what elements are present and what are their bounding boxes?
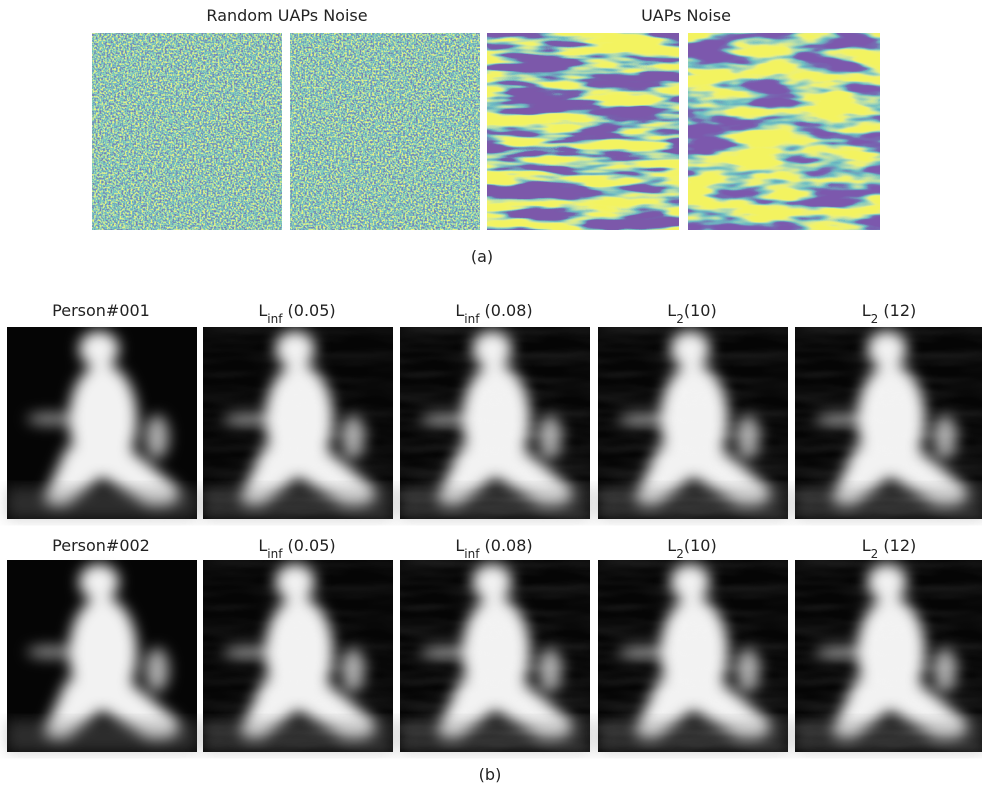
- label-subscript: 2: [676, 312, 684, 326]
- label-base: L: [862, 536, 871, 555]
- label-subscript: 2: [871, 547, 879, 561]
- image-label: Linf (0.05): [258, 301, 335, 326]
- silhouette: [7, 560, 197, 752]
- panel-title: UAPs Noise: [641, 6, 731, 25]
- label-base: L: [667, 536, 676, 555]
- caption: (b): [479, 765, 502, 784]
- label-base: L: [667, 301, 676, 320]
- label-subscript: inf: [464, 312, 480, 326]
- panel-title: Random UAPs Noise: [206, 6, 367, 25]
- image-label: Linf (0.08): [455, 301, 532, 326]
- perturbation: [598, 327, 788, 519]
- label-base: L: [455, 301, 464, 320]
- perturbation: [203, 560, 393, 752]
- perturbation: [203, 327, 393, 519]
- gait-image: [795, 327, 982, 519]
- perturbation: [795, 327, 982, 519]
- noise-image: [92, 33, 282, 230]
- label-rest: (0.08): [479, 536, 532, 555]
- caption: (a): [471, 247, 493, 266]
- image-label: L2(10): [667, 301, 716, 326]
- label-subscript: inf: [267, 547, 283, 561]
- image-label: Person#002: [52, 536, 150, 555]
- label-subscript: inf: [464, 547, 480, 561]
- perturbation: [400, 560, 590, 752]
- gait-image: [795, 560, 982, 752]
- gait-image: [400, 560, 590, 752]
- label-rest: (0.05): [282, 536, 335, 555]
- gait-image: [598, 327, 788, 519]
- label-subscript: 2: [676, 547, 684, 561]
- label-base: L: [258, 301, 267, 320]
- gait-image: [598, 560, 788, 752]
- gait-image: [7, 560, 197, 752]
- perturbation: [400, 327, 590, 519]
- label-rest: (0.08): [479, 301, 532, 320]
- image-label: Linf (0.08): [455, 536, 532, 561]
- label-rest: (0.05): [282, 301, 335, 320]
- silhouette: [7, 327, 197, 519]
- perturbation: [598, 560, 788, 752]
- label-text: Person#001: [52, 301, 150, 320]
- image-label: L2 (12): [862, 301, 917, 326]
- image-label: L2(10): [667, 536, 716, 561]
- image-label: Linf (0.05): [258, 536, 335, 561]
- gait-image: [203, 560, 393, 752]
- label-base: L: [455, 536, 464, 555]
- gait-image: [203, 327, 393, 519]
- label-subscript: 2: [871, 312, 879, 326]
- label-rest: (12): [878, 536, 916, 555]
- noise-image: [487, 33, 679, 230]
- gait-image: [7, 327, 197, 519]
- figure: Random UAPs Noise UAPs Noise (a) (b) Per…: [0, 0, 982, 792]
- label-rest: (10): [684, 301, 717, 320]
- image-label: Person#001: [52, 301, 150, 320]
- gait-image: [400, 327, 590, 519]
- perturbation: [795, 560, 982, 752]
- noise-image: [290, 33, 480, 230]
- label-text: Person#002: [52, 536, 150, 555]
- label-base: L: [258, 536, 267, 555]
- image-label: L2 (12): [862, 536, 917, 561]
- label-subscript: inf: [267, 312, 283, 326]
- label-rest: (10): [684, 536, 717, 555]
- panel-a: Random UAPs Noise UAPs Noise (a): [92, 6, 880, 266]
- noise-image: [688, 33, 880, 230]
- label-rest: (12): [878, 301, 916, 320]
- label-base: L: [862, 301, 871, 320]
